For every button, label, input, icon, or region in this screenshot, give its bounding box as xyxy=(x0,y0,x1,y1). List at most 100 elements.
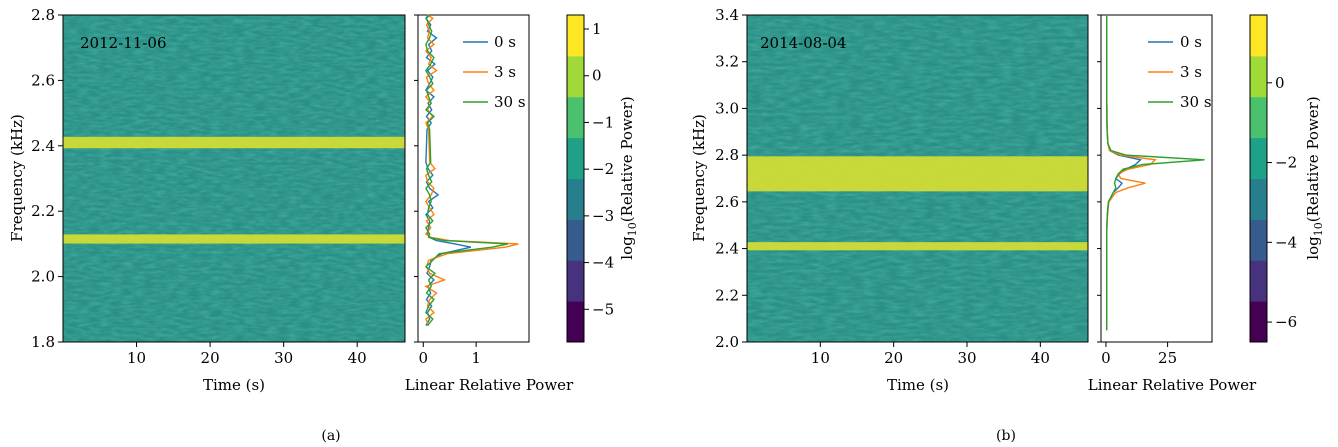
profile-xtick-label-b-0: 0 xyxy=(1101,349,1111,367)
profile-b-frame xyxy=(1100,14,1213,343)
spectrogram-b: 2014-08-04 xyxy=(746,14,1089,343)
colorbar-b-segment-7 xyxy=(1250,15,1267,57)
colorbar-a-segment-0 xyxy=(567,301,584,343)
profile-a-lines xyxy=(424,14,519,327)
xtick-label-a-2: 30 xyxy=(274,349,293,367)
ytick-label-a-1: 2.0 xyxy=(31,268,55,286)
xtick-label-b-2: 30 xyxy=(957,349,976,367)
colorbar-b-ticks: 0 −2 −4 −6 xyxy=(1267,74,1297,331)
colorbar-a-segment-1 xyxy=(567,260,584,302)
profile-line-b-2 xyxy=(1105,15,1205,331)
xlabel-a: Time (s) xyxy=(203,376,265,394)
profile-b-axes: 0 25 xyxy=(1097,14,1177,367)
profile-b-lines xyxy=(1105,15,1205,331)
ytick-label-a-0: 1.8 xyxy=(31,333,55,351)
colorbar-b-label-base: log xyxy=(1304,236,1322,260)
panel-a: 2012-11-06 1.82.02.22.42.62.810 20 30 40 Ti… xyxy=(8,6,639,444)
colorbar-b-label: log10(Relative Power) xyxy=(1304,96,1325,259)
xtick-label-a-1: 20 xyxy=(201,349,220,367)
colorbar-a-segment-6 xyxy=(567,55,584,98)
colorbar-a-label: log10(Relative Power) xyxy=(618,96,639,259)
profile-xtick-label-b-1: 25 xyxy=(1158,349,1177,367)
ytick-label-a-5: 2.8 xyxy=(31,6,55,24)
colorbar-a-ticks: 1 0 −1 −2 −3 −4 −5 xyxy=(584,20,614,318)
colorbar-tick-label-b-2: −4 xyxy=(1275,233,1297,251)
colorbar-a-segment-7 xyxy=(567,15,584,57)
colorbar-tick-label-a-2: −1 xyxy=(592,113,614,131)
date-label-a: 2012-11-06 xyxy=(80,34,166,52)
colorbar-tick-label-b-0: 0 xyxy=(1275,74,1285,92)
xtick-label-a-3: 40 xyxy=(348,349,367,367)
spectral-band-b-1 xyxy=(747,156,1088,192)
spectrogram-b-axes: 2.0 2.2 2.4 2.6 2.8 3.0 3.2 3.4 10 20 30 40 xyxy=(715,6,1050,367)
colorbar-a-frame xyxy=(566,14,585,343)
panel-b: 2014-08-04 2.0 2.2 2.4 2.6 2.8 3.0 3.2 3.4 10 20 3… xyxy=(690,6,1325,444)
profile-xtick-label-a-1: 1 xyxy=(471,349,481,367)
profile-line-a-1 xyxy=(424,14,519,326)
colorbar-tick-label-a-4: −3 xyxy=(592,207,614,225)
ytick-label-a-3: 2.4 xyxy=(31,137,55,155)
panel-caption-b: (b) xyxy=(996,428,1016,444)
colorbar-a-label-base: log xyxy=(618,236,636,260)
colorbar-tick-label-a-6: −5 xyxy=(592,300,614,318)
legend-b-label-2: 30 s xyxy=(1180,93,1212,111)
ylabel-b: Frequency (kHz) xyxy=(690,114,708,242)
spectrogram-a-bands xyxy=(63,136,405,244)
colorbar-b-segment-2 xyxy=(1250,219,1267,261)
profile-a-frame xyxy=(417,14,530,343)
colorbar-a-segment-2 xyxy=(567,219,584,261)
ytick-label-b-5: 3.0 xyxy=(715,99,739,117)
ytick-label-b-6: 3.2 xyxy=(715,53,739,71)
profile-b: 0 25 0 s 3 s 30 s Linear Relative Power xyxy=(1088,14,1257,394)
legend-b-label-1: 3 s xyxy=(1180,63,1202,81)
colorbar-tick-label-b-3: −6 xyxy=(1275,313,1297,331)
spectrogram-b-bands xyxy=(747,156,1088,251)
colorbar-tick-label-a-3: −2 xyxy=(592,160,614,178)
colorbar-a-segment-3 xyxy=(567,178,584,220)
legend-a: 0 s 3 s 30 s xyxy=(463,33,526,111)
colorbar-tick-label-b-1: −2 xyxy=(1275,154,1297,172)
profile-line-a-2 xyxy=(424,14,509,327)
ytick-label-b-3: 2.6 xyxy=(715,193,739,211)
xlabel-b: Time (s) xyxy=(887,376,949,394)
colorbar-b-segment-4 xyxy=(1250,137,1267,179)
profile-xtick-label-a-0: 0 xyxy=(419,349,429,367)
ytick-label-b-7: 3.4 xyxy=(715,6,739,24)
colorbar-b-segment-0 xyxy=(1250,301,1267,343)
colorbar-a-label-sub: 10 xyxy=(626,222,639,236)
ytick-label-b-2: 2.4 xyxy=(715,240,739,258)
legend-a-label-0: 0 s xyxy=(494,33,516,51)
date-label-b: 2014-08-04 xyxy=(760,34,846,52)
legend-b: 0 s 3 s 30 s xyxy=(1148,33,1212,111)
colorbar-b: 0 −2 −4 −6 log10(Relative Power) xyxy=(1249,14,1325,343)
colorbar-b-gradient xyxy=(1250,15,1267,343)
colorbar-b-frame xyxy=(1249,14,1268,343)
colorbar-a: 10−1−2−3−4−5 log10(Relative Power) xyxy=(566,14,639,343)
legend-a-label-1: 3 s xyxy=(494,63,516,81)
colorbar-a-label-rest: (Relative Power) xyxy=(618,96,636,222)
ytick-label-a-2: 2.2 xyxy=(31,202,55,220)
colorbar-b-segment-3 xyxy=(1250,178,1267,220)
panel-caption-a: (a) xyxy=(321,428,340,444)
spectral-band-a-1 xyxy=(63,234,405,244)
profile-a-xlabel: Linear Relative Power xyxy=(405,376,574,394)
ytick-label-b-0: 2.0 xyxy=(715,333,739,351)
colorbar-b-segment-5 xyxy=(1250,96,1267,139)
profile-b-xlabel: Linear Relative Power xyxy=(1088,376,1257,394)
ytick-label-b-1: 2.2 xyxy=(715,286,739,304)
colorbar-tick-label-a-0: 1 xyxy=(592,20,602,38)
spectral-band-a-0 xyxy=(63,136,405,149)
legend-b-label-0: 0 s xyxy=(1180,33,1202,51)
spectrogram-a-noise xyxy=(63,15,405,342)
colorbar-b-label-rest: (Relative Power) xyxy=(1304,96,1322,222)
xtick-label-b-3: 40 xyxy=(1031,349,1050,367)
xtick-label-b-0: 10 xyxy=(811,349,830,367)
colorbar-b-label-sub: 10 xyxy=(1312,222,1325,236)
colorbar-b-segment-1 xyxy=(1250,260,1267,302)
ytick-label-a-4: 2.6 xyxy=(31,71,55,89)
spectrogram-a-axes: 1.8 2.0 2.2 2.4 2.6 2.8 10 20 30 40 xyxy=(31,6,367,367)
colorbar-a-segment-4 xyxy=(567,137,584,179)
